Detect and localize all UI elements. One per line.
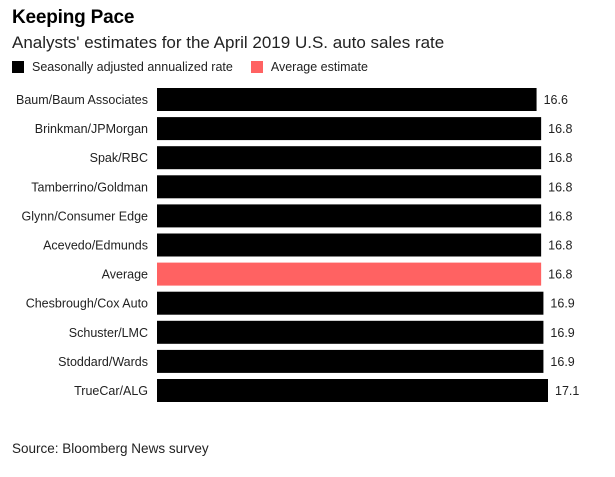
category-label-spak-rbc: Spak/RBC — [90, 151, 148, 165]
legend-swatch-average — [250, 61, 263, 73]
legend: Seasonally adjusted annualized rate Aver… — [12, 60, 386, 74]
bar-chesbrough-cox-auto — [157, 291, 544, 315]
value-label-schuster-lmc: 16.9 — [550, 326, 574, 340]
category-label-tamberrino-goldman: Tamberrino/Goldman — [31, 180, 148, 194]
bar-baum-baum-associates — [157, 88, 537, 111]
category-label-schuster-lmc: Schuster/LMC — [69, 326, 148, 340]
bar-truecar-alg — [157, 379, 548, 402]
chart-subtitle: Analysts' estimates for the April 2019 U… — [12, 33, 445, 52]
value-label-truecar-alg: 17.1 — [555, 384, 579, 398]
bar-glynn-consumer-edge — [157, 204, 542, 228]
category-label-glynn-consumer-edge: Glynn/Consumer Edge — [22, 209, 149, 223]
category-label-average: Average — [102, 268, 148, 282]
category-label-chesbrough-cox-auto: Chesbrough/Cox Auto — [26, 297, 148, 311]
bar-acevedo-edmunds — [157, 233, 542, 257]
value-label-stoddard-wards: 16.9 — [550, 355, 574, 369]
legend-item-average: Average estimate — [250, 60, 368, 74]
category-label-baum-baum-associates: Baum/Baum Associates — [16, 93, 148, 107]
value-label-tamberrino-goldman: 16.8 — [548, 180, 572, 194]
legend-label-rate: Seasonally adjusted annualized rate — [32, 60, 233, 74]
category-label-acevedo-edmunds: Acevedo/Edmunds — [43, 239, 148, 253]
value-label-brinkman-jpmorgan: 16.8 — [548, 122, 572, 136]
value-label-baum-baum-associates: 16.6 — [544, 93, 568, 107]
value-label-average: 16.8 — [548, 268, 572, 282]
bar-brinkman-jpmorgan — [157, 117, 542, 141]
bar-stoddard-wards — [157, 349, 544, 373]
value-label-chesbrough-cox-auto: 16.9 — [550, 297, 574, 311]
value-label-spak-rbc: 16.8 — [548, 151, 572, 165]
category-label-brinkman-jpmorgan: Brinkman/JPMorgan — [35, 122, 148, 136]
bar-schuster-lmc — [157, 320, 544, 344]
legend-label-average: Average estimate — [270, 60, 368, 74]
bar-tamberrino-goldman — [157, 175, 542, 199]
category-label-truecar-alg: TrueCar/ALG — [74, 384, 148, 398]
source-note: Source: Bloomberg News survey — [12, 441, 209, 456]
value-label-glynn-consumer-edge: 16.8 — [548, 209, 572, 223]
bar-chart: Baum/Baum Associates 16.6 Brinkman/JPMorga… — [16, 88, 579, 402]
category-label-stoddard-wards: Stoddard/Wards — [58, 355, 148, 369]
legend-item-rate: Seasonally adjusted annualized rate — [12, 60, 233, 74]
bar-average — [157, 262, 542, 286]
chart-title: Keeping Pace — [12, 7, 135, 28]
bar-spak-rbc — [157, 146, 542, 170]
value-label-acevedo-edmunds: 16.8 — [548, 239, 572, 253]
legend-swatch-rate — [12, 61, 24, 73]
